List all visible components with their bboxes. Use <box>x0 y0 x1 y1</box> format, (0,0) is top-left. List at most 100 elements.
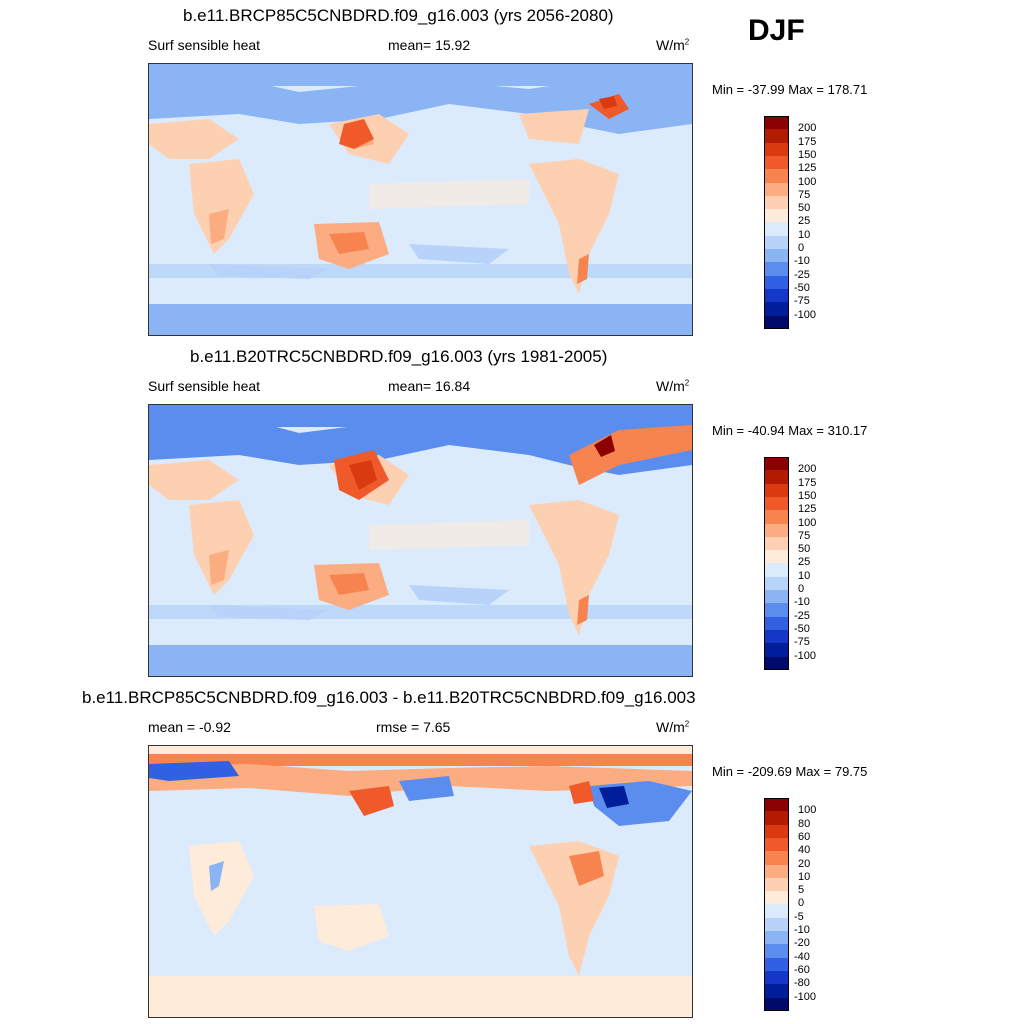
variable-label: Surf sensible heat <box>148 37 261 53</box>
colorbar-swatch <box>764 222 789 237</box>
colorbar-swatch <box>764 510 789 524</box>
colorbar-swatch <box>764 129 789 144</box>
colorbar-tick-label: 0 <box>798 242 805 254</box>
colorbar-swatch <box>764 590 789 604</box>
colorbar-tick-label: -50 <box>794 281 810 294</box>
colorbar-swatch <box>764 249 789 263</box>
colorbar-tick-label: 10 <box>798 228 811 241</box>
min-max-label: Min = -40.94 Max = 310.17 <box>712 423 868 438</box>
labrador-hotspot <box>594 435 615 457</box>
colorbar-tick-label: -10 <box>794 924 810 936</box>
colorbar-swatch <box>764 629 789 644</box>
season-label: DJF <box>748 14 805 47</box>
colorbar-swatch <box>764 457 789 471</box>
colorbar-tick-label: -40 <box>794 950 810 963</box>
antarctic-band <box>149 304 692 335</box>
colorbar-swatch <box>764 931 789 945</box>
panel-title: b.e11.BRCP85C5CNBDRD.f09_g16.003 (yrs 20… <box>183 6 614 25</box>
colorbar-tick-label: -100 <box>794 308 817 321</box>
colorbar-swatch <box>764 837 789 852</box>
labrador-cooling <box>599 786 629 808</box>
colorbar-swatch <box>764 315 789 330</box>
colorbar-swatch <box>764 155 789 170</box>
colorbar-tick-label: 60 <box>798 830 811 843</box>
colorbar-swatch <box>764 275 789 290</box>
colorbar-tick-label: -5 <box>794 910 804 923</box>
colorbar-swatch <box>764 209 789 223</box>
colorbar-swatch <box>764 851 789 865</box>
colorbar-swatch <box>764 970 789 985</box>
colorbar-frame <box>764 798 789 1011</box>
colorbar-tick-label: 200 <box>798 463 817 476</box>
colorbar-swatch <box>764 984 789 998</box>
colorbar-tick-label: 125 <box>798 162 817 175</box>
min-max-label: Min = -37.99 Max = 178.71 <box>712 82 868 97</box>
colorbar-frame <box>764 116 789 329</box>
colorbar-swatch <box>764 891 789 905</box>
colorbar-tick-label: 125 <box>798 503 817 516</box>
colorbar-tick-label: 175 <box>798 476 817 489</box>
colorbar-tick-label: -60 <box>794 963 810 976</box>
mean-label: mean = -0.92 <box>148 719 231 735</box>
colorbar-tick-label: 50 <box>798 543 811 556</box>
colorbar-swatch <box>764 523 789 538</box>
colorbar-frame <box>764 457 789 670</box>
colorbar-swatch <box>764 798 789 812</box>
colorbar-swatch <box>764 116 789 130</box>
colorbar-swatch <box>764 470 789 485</box>
colorbar-swatch <box>764 643 789 657</box>
colorbar-tick-label: 40 <box>798 844 811 857</box>
africa <box>189 159 254 254</box>
mean-label: mean= 15.92 <box>388 37 471 53</box>
colorbar-swatch <box>764 169 789 183</box>
colorbar-tick-label: -20 <box>794 937 810 950</box>
colorbar-tick-label: 100 <box>798 804 817 817</box>
colorbar-swatch <box>764 917 789 932</box>
colorbar-swatch <box>764 576 789 591</box>
variable-label: Surf sensible heat <box>148 378 261 394</box>
colorbar-swatch <box>764 496 789 511</box>
colorbar-tick-label: 175 <box>798 135 817 148</box>
colorbar-swatch <box>764 195 789 210</box>
colorbar-swatch <box>764 824 789 839</box>
colorbar-tick-label: 0 <box>798 897 805 910</box>
colorbar-swatch <box>764 603 789 618</box>
south-america <box>529 159 619 294</box>
colorbar-swatch <box>764 483 789 498</box>
colorbar-swatch <box>764 616 789 631</box>
colorbar-swatch <box>764 288 789 303</box>
colorbar-tick-label: 100 <box>798 175 817 188</box>
colorbar-tick-label: 50 <box>798 202 811 215</box>
colorbar-tick-label: 0 <box>798 583 805 595</box>
colorbar-swatch <box>764 563 789 578</box>
colorbar-swatch <box>764 235 789 250</box>
colorbar-tick-label: -10 <box>794 596 810 609</box>
unit-label: W/m2 <box>656 378 690 394</box>
colorbar-tick-label: 100 <box>798 516 817 529</box>
colorbar-swatch <box>764 811 789 826</box>
colorbar-tick-label: 150 <box>798 489 817 502</box>
map-plot <box>148 404 693 677</box>
colorbar-swatch <box>764 656 789 671</box>
colorbar-swatch <box>764 864 789 879</box>
colorbar-tick-label: -10 <box>794 255 810 268</box>
colorbar-tick-label: 5 <box>798 884 805 897</box>
colorbar-tick-label: -25 <box>794 609 810 622</box>
colorbar-tick-label: -75 <box>794 636 810 649</box>
colorbar-swatch <box>764 262 789 277</box>
colorbar-swatch <box>764 957 789 972</box>
colorbar-tick-label: -100 <box>794 649 817 662</box>
colorbar-tick-label: -100 <box>794 990 817 1003</box>
colorbar-tick-label: -80 <box>794 977 810 990</box>
colorbar-tick-label: -25 <box>794 268 810 281</box>
colorbar-tick-label: 25 <box>798 215 811 228</box>
unit-label: W/m2 <box>656 719 690 735</box>
unit-label: W/m2 <box>656 37 690 53</box>
arctic-band <box>149 64 692 86</box>
colorbar-swatch <box>764 182 789 197</box>
colorbar-tick-label: 25 <box>798 556 811 569</box>
colorbar-swatch <box>764 877 789 892</box>
colorbar-tick-label: 20 <box>798 857 811 870</box>
panel-title: b.e11.BRCP85C5CNBDRD.f09_g16.003 - b.e11… <box>82 688 696 707</box>
colorbar-swatch <box>764 997 789 1012</box>
